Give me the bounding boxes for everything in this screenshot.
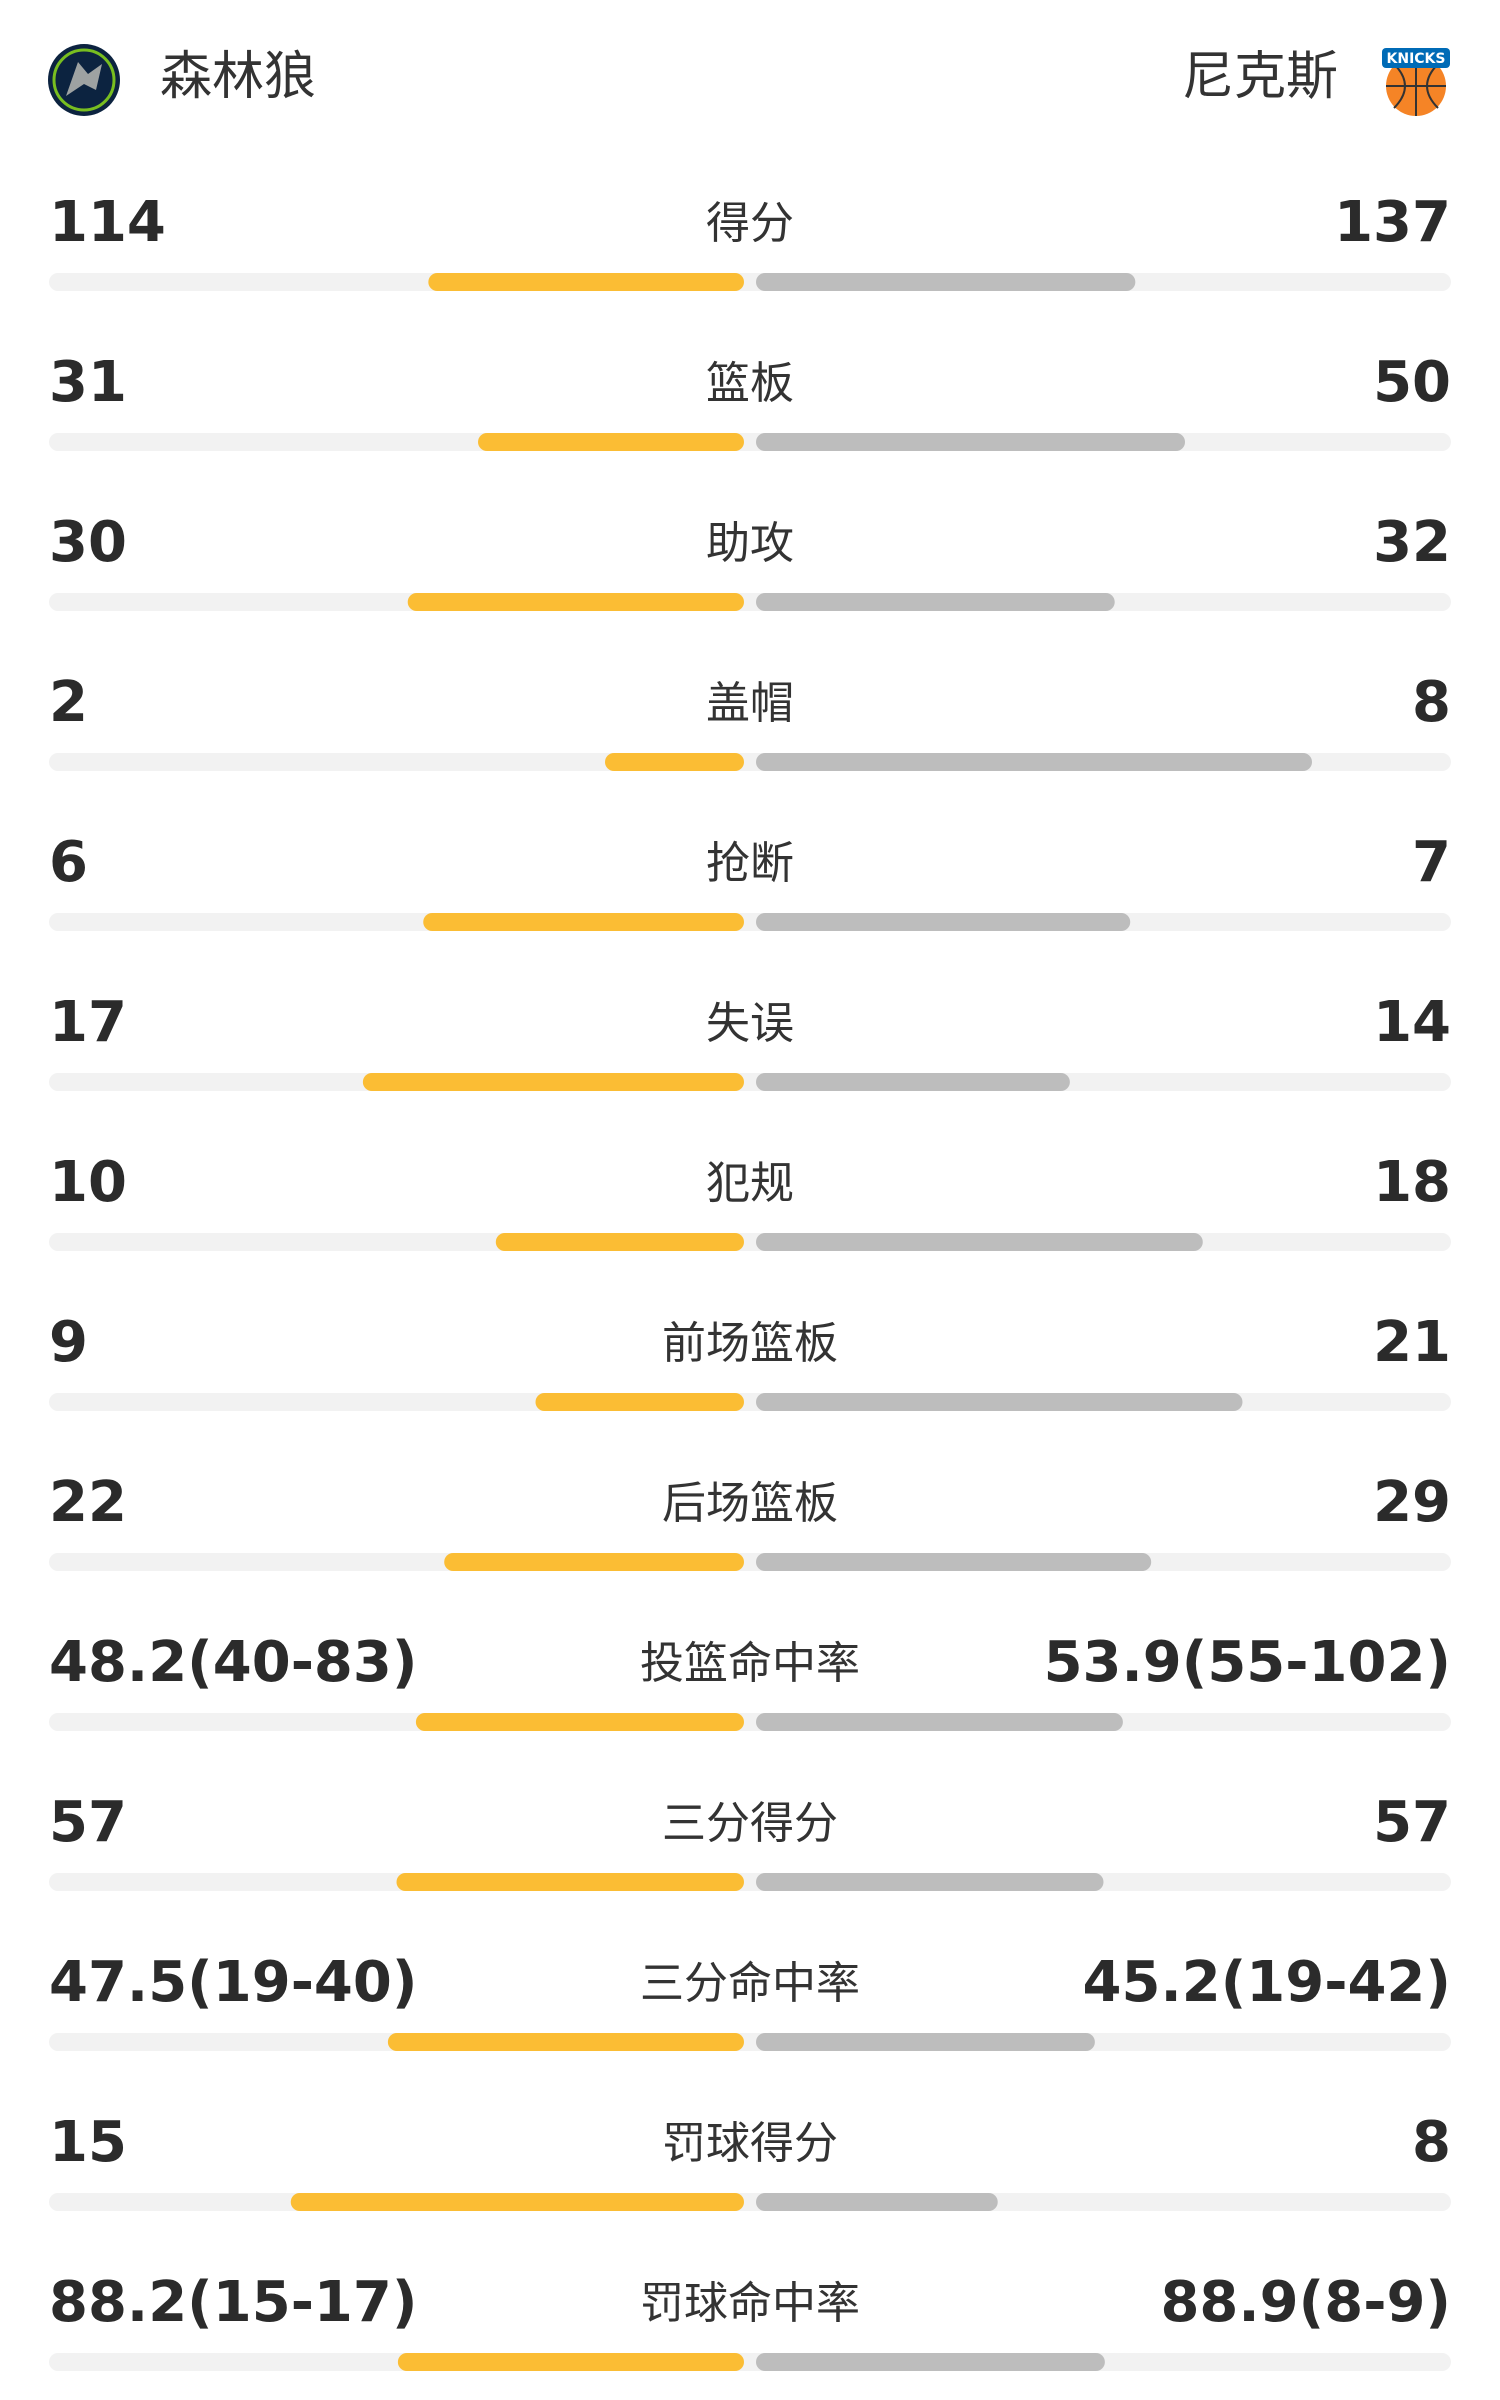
home-bar	[397, 2353, 744, 2371]
stats-list: 114 得分 137 31 篮板 50 30 助攻 32 2 盖帽 8 6 抢断 7 17 失误 14 10 犯规 18…	[49, 190, 1451, 2371]
away-value: 7	[1412, 830, 1451, 895]
away-bar	[756, 1553, 1152, 1571]
home-bar	[387, 2033, 744, 2051]
stat-label: 投篮命中率	[640, 1638, 860, 1689]
away-value: 29	[1373, 1470, 1451, 1535]
stat-label: 三分命中率	[640, 1958, 860, 2009]
home-bar	[290, 2193, 744, 2211]
away-value: 88.9(8-9)	[1160, 2270, 1451, 2335]
stat-label: 盖帽	[706, 678, 794, 729]
home-value: 57	[49, 1790, 127, 1855]
stat-label: 前场篮板	[662, 1318, 838, 1369]
bar-track	[49, 433, 1451, 451]
home-value: 114	[49, 190, 166, 255]
away-value: 14	[1373, 990, 1451, 1055]
stat-label: 犯规	[706, 1158, 794, 1209]
stat-label: 得分	[706, 198, 794, 249]
home-value: 48.2(40-83)	[49, 1630, 417, 1695]
away-bar	[756, 593, 1115, 611]
stat-label: 篮板	[706, 358, 794, 409]
home-bar	[478, 433, 744, 451]
away-logo: KNICKS	[1382, 48, 1450, 116]
home-value: 6	[49, 830, 88, 895]
home-bar	[444, 1553, 744, 1571]
bar-track	[49, 1713, 1451, 1731]
stat-label: 抢断	[706, 838, 794, 889]
away-bar	[756, 2353, 1105, 2371]
bar-track	[49, 913, 1451, 931]
stat-label: 罚球命中率	[640, 2278, 860, 2329]
home-bar	[415, 1713, 744, 1731]
away-bar	[756, 1393, 1243, 1411]
away-bar	[756, 433, 1186, 451]
stat-label: 助攻	[706, 518, 794, 569]
away-value: 53.9(55-102)	[1044, 1630, 1451, 1695]
stat-label: 罚球得分	[662, 2118, 838, 2169]
home-bar	[362, 1073, 744, 1091]
home-value: 88.2(15-17)	[49, 2270, 417, 2335]
stat-label: 后场篮板	[662, 1478, 838, 1529]
bar-track	[49, 1553, 1451, 1571]
away-value: 32	[1373, 510, 1451, 575]
away-bar	[756, 913, 1131, 931]
bar-track	[49, 593, 1451, 611]
home-bar	[407, 593, 744, 611]
away-value: 18	[1373, 1150, 1451, 1215]
away-value: 50	[1373, 350, 1451, 415]
away-value: 137	[1334, 190, 1451, 255]
home-bar	[495, 1233, 744, 1251]
away-team: 尼克斯	[1182, 47, 1338, 107]
home-value: 9	[49, 1310, 88, 1375]
bar-track	[49, 1873, 1451, 1891]
away-bar	[756, 753, 1312, 771]
home-value: 15	[49, 2110, 127, 2175]
stat-label: 三分得分	[662, 1798, 838, 1849]
home-value: 31	[49, 350, 127, 415]
away-bar	[756, 1713, 1123, 1731]
stat-label: 失误	[706, 998, 794, 1049]
away-value: 8	[1412, 2110, 1451, 2175]
bar-track	[49, 273, 1451, 291]
home-value: 30	[49, 510, 127, 575]
home-bar	[396, 1873, 744, 1891]
bar-track	[49, 2033, 1451, 2051]
home-value: 2	[49, 670, 88, 735]
home-value: 22	[49, 1470, 127, 1535]
home-bar	[428, 273, 744, 291]
home-value: 17	[49, 990, 127, 1055]
home-team: 森林狼	[160, 47, 316, 107]
away-value: 8	[1412, 670, 1451, 735]
away-value: 57	[1373, 1790, 1451, 1855]
away-value: 21	[1373, 1310, 1451, 1375]
home-value: 10	[49, 1150, 127, 1215]
away-bar	[756, 273, 1136, 291]
bar-track	[49, 2353, 1451, 2371]
bar-track	[49, 2193, 1451, 2211]
away-value: 45.2(19-42)	[1083, 1950, 1451, 2015]
away-bar	[756, 1873, 1104, 1891]
home-logo	[48, 44, 120, 116]
home-bar	[535, 1393, 744, 1411]
bar-track	[49, 1073, 1451, 1091]
home-bar	[605, 753, 744, 771]
home-bar	[423, 913, 744, 931]
away-logo-text: KNICKS	[1387, 51, 1446, 67]
away-bar	[756, 1073, 1070, 1091]
home-value: 47.5(19-40)	[49, 1950, 417, 2015]
bar-track	[49, 1233, 1451, 1251]
away-bar	[756, 2033, 1095, 2051]
away-bar	[756, 2193, 998, 2211]
away-bar	[756, 1233, 1203, 1251]
